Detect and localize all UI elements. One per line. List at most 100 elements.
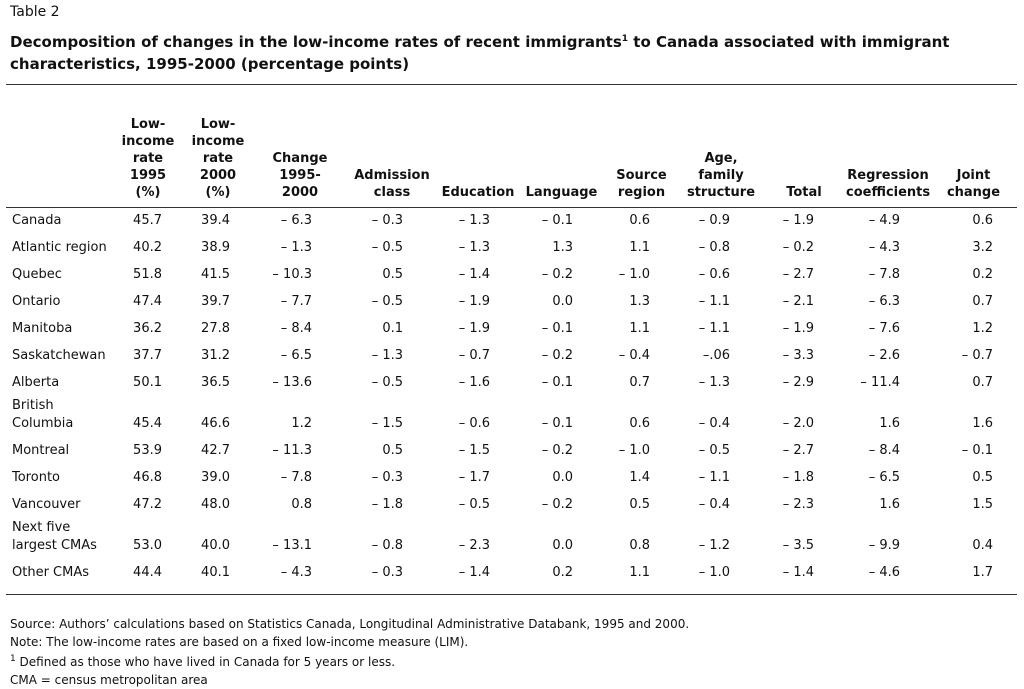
cell: 0.7 [930,289,1017,316]
header-line: Source [603,167,680,184]
cell: – 0.5 [436,492,520,519]
cell: – 0.4 [603,343,680,370]
cell: – 3.3 [762,343,846,370]
cell: 40.2 [112,235,184,262]
cell: 38.9 [184,235,252,262]
footnote: 1 Defined as those who have lived in Can… [10,651,689,672]
cell: 1.1 [603,316,680,343]
cell: 0.6 [603,397,680,438]
cell: 0.7 [930,370,1017,397]
header-line: rate [184,150,252,167]
cell: 0.6 [930,208,1017,236]
cell: – 0.1 [520,208,603,236]
cell: 42.7 [184,438,252,465]
cell: – 4.9 [846,208,930,236]
cell: 0.0 [520,519,603,560]
row-label: Quebec [6,262,112,289]
cell: – 0.2 [762,235,846,262]
header-line: rate [112,150,184,167]
cell: – 2.9 [762,370,846,397]
cell: 27.8 [184,316,252,343]
cell: – 0.2 [520,492,603,519]
abbrev: CMA = census metropolitan area [10,672,689,689]
cell: 36.5 [184,370,252,397]
cell: – 13.1 [252,519,348,560]
cell: 0.7 [603,370,680,397]
cell: 0.8 [252,492,348,519]
label-line: Saskatchewan [12,347,112,365]
cell: – 1.9 [762,208,846,236]
cell: – 1.3 [348,343,436,370]
header-line: Age, [680,150,762,167]
row-label: Alberta [6,370,112,397]
cell: – 1.4 [436,262,520,289]
cell: – 0.7 [436,343,520,370]
header-line: (%) [184,184,252,201]
cell: – 1.1 [680,289,762,316]
header-line: Change [252,150,348,167]
cell: – 0.2 [520,438,603,465]
cell: – 0.7 [930,343,1017,370]
cell: – 1.8 [762,465,846,492]
cell: 1.5 [930,492,1017,519]
cell: 47.4 [112,289,184,316]
cell: 53.9 [112,438,184,465]
cell: – 1.8 [348,492,436,519]
cell: 51.8 [112,262,184,289]
cell: 0.1 [348,316,436,343]
cell: – 4.3 [846,235,930,262]
header-line: class [348,184,436,201]
cell: – 4.6 [846,560,930,595]
label-line: British [12,397,112,415]
label-line: Quebec [12,266,112,284]
cell: – 6.3 [252,208,348,236]
cell: – 0.1 [520,316,603,343]
cell: – 7.8 [252,465,348,492]
row-label: Saskatchewan [6,343,112,370]
header-line: Admission [348,167,436,184]
cell: 39.4 [184,208,252,236]
header-line: income [184,133,252,150]
cell: – 1.3 [252,235,348,262]
cell: 1.6 [930,397,1017,438]
cell: 0.6 [603,208,680,236]
label-line: largest CMAs [12,537,112,555]
cell: – 6.3 [846,289,930,316]
cell: – 11.4 [846,370,930,397]
cell: – 1.3 [436,235,520,262]
header-line: 2000 [184,167,252,184]
row-label: Atlantic region [6,235,112,262]
cell: 39.7 [184,289,252,316]
cell: – 1.2 [680,519,762,560]
cell: – 1.9 [436,289,520,316]
header-line: family [680,167,762,184]
cell: 31.2 [184,343,252,370]
label-line: Ontario [12,293,112,311]
cell: 0.5 [930,465,1017,492]
cell: 50.1 [112,370,184,397]
cell: – 0.3 [348,560,436,595]
cell: – 1.9 [436,316,520,343]
label-line: Montreal [12,442,112,460]
label-line: Alberta [12,374,112,392]
cell: – 0.1 [520,370,603,397]
cell: – 1.0 [603,262,680,289]
header-line: Language [520,184,603,201]
cell: 0.5 [348,438,436,465]
header-line: 2000 [252,184,348,201]
cell: – 1.1 [680,316,762,343]
cell: 0.8 [603,519,680,560]
cell: 1.4 [603,465,680,492]
cell: – 0.6 [436,397,520,438]
